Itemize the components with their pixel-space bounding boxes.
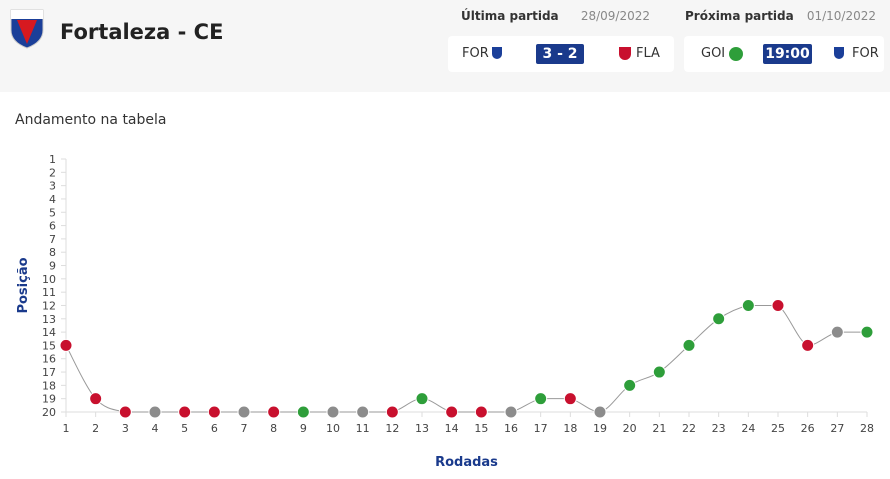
x-tick-label: 27 xyxy=(830,422,844,435)
point xyxy=(148,405,162,419)
chart: Andamento na tabelaPosiçãoRodadas1234567… xyxy=(0,92,890,479)
away-team: FLA xyxy=(636,46,660,61)
point xyxy=(593,405,607,419)
y-tick-label: 10 xyxy=(42,273,56,286)
point xyxy=(296,405,310,419)
point xyxy=(623,378,637,392)
point xyxy=(118,405,132,419)
y-tick-label: 18 xyxy=(42,379,56,392)
x-tick-label: 22 xyxy=(682,422,696,435)
point xyxy=(267,405,281,419)
x-tick-label: 13 xyxy=(415,422,429,435)
last-match-label: Última partida xyxy=(461,9,559,23)
point xyxy=(771,298,785,312)
x-tick-label: 10 xyxy=(326,422,340,435)
match-time: 19:00 xyxy=(763,44,812,64)
point xyxy=(682,338,696,352)
y-axis-label: Posição xyxy=(16,257,31,313)
x-tick-label: 20 xyxy=(623,422,637,435)
x-tick-label: 1 xyxy=(63,422,70,435)
x-tick-label: 18 xyxy=(563,422,577,435)
point xyxy=(801,338,815,352)
x-tick-label: 14 xyxy=(445,422,459,435)
x-tick-label: 19 xyxy=(593,422,607,435)
y-tick-label: 16 xyxy=(42,353,56,366)
point xyxy=(356,405,370,419)
home-team: GOI xyxy=(701,46,726,61)
point xyxy=(445,405,459,419)
y-tick-label: 4 xyxy=(49,193,56,206)
point xyxy=(830,325,844,339)
point xyxy=(504,405,518,419)
x-tick-label: 23 xyxy=(712,422,726,435)
y-tick-label: 2 xyxy=(49,166,56,179)
y-tick-label: 13 xyxy=(42,313,56,326)
y-tick-label: 1 xyxy=(49,153,56,166)
y-tick-label: 6 xyxy=(49,220,56,233)
x-axis-label: Rodadas xyxy=(435,455,498,470)
x-tick-label: 24 xyxy=(741,422,755,435)
x-tick-label: 4 xyxy=(152,422,159,435)
point xyxy=(652,365,666,379)
x-tick-label: 2 xyxy=(92,422,99,435)
x-tick-label: 16 xyxy=(504,422,518,435)
away-team: FOR xyxy=(852,46,879,61)
y-tick-label: 20 xyxy=(42,406,56,419)
x-tick-label: 9 xyxy=(300,422,307,435)
x-tick-label: 15 xyxy=(474,422,488,435)
y-tick-label: 8 xyxy=(49,246,56,259)
x-tick-label: 17 xyxy=(534,422,548,435)
x-tick-label: 28 xyxy=(860,422,874,435)
point xyxy=(237,405,251,419)
point xyxy=(860,325,874,339)
point xyxy=(326,405,340,419)
point xyxy=(89,392,103,406)
point xyxy=(59,338,73,352)
point xyxy=(563,392,577,406)
y-tick-label: 3 xyxy=(49,180,56,193)
point xyxy=(385,405,399,419)
team-icon xyxy=(619,47,631,60)
y-tick-label: 12 xyxy=(42,299,56,312)
y-tick-label: 19 xyxy=(42,393,56,406)
x-tick-label: 21 xyxy=(652,422,666,435)
point xyxy=(712,312,726,326)
team-logo xyxy=(10,9,44,49)
x-tick-label: 12 xyxy=(385,422,399,435)
point xyxy=(741,298,755,312)
home-team: FOR xyxy=(462,46,489,61)
y-tick-label: 7 xyxy=(49,233,56,246)
team-icon xyxy=(834,47,844,59)
team-icon xyxy=(729,47,743,61)
x-tick-label: 8 xyxy=(270,422,277,435)
x-tick-label: 25 xyxy=(771,422,785,435)
y-tick-label: 14 xyxy=(42,326,56,339)
x-tick-label: 6 xyxy=(211,422,218,435)
point xyxy=(207,405,221,419)
x-tick-label: 5 xyxy=(181,422,188,435)
y-tick-label: 17 xyxy=(42,366,56,379)
y-tick-label: 15 xyxy=(42,339,56,352)
point xyxy=(415,392,429,406)
next-match-date: 01/10/2022 xyxy=(806,9,876,23)
point xyxy=(474,405,488,419)
team-name: Fortaleza - CE xyxy=(60,20,224,44)
line xyxy=(65,304,867,413)
y-tick-label: 9 xyxy=(49,260,56,273)
team-icon xyxy=(492,47,502,59)
x-tick-label: 7 xyxy=(241,422,248,435)
chart-title: Andamento na tabela xyxy=(15,112,166,128)
x-tick-label: 3 xyxy=(122,422,129,435)
next-match-label: Próxima partida xyxy=(685,9,794,23)
y-tick-label: 5 xyxy=(49,206,56,219)
chart-card xyxy=(0,92,890,479)
last-match-date: 28/09/2022 xyxy=(580,9,650,23)
y-tick-label: 11 xyxy=(42,286,56,299)
point xyxy=(534,392,548,406)
score: 3 - 2 xyxy=(536,44,584,64)
x-tick-label: 26 xyxy=(801,422,815,435)
point xyxy=(178,405,192,419)
x-tick-label: 11 xyxy=(356,422,370,435)
